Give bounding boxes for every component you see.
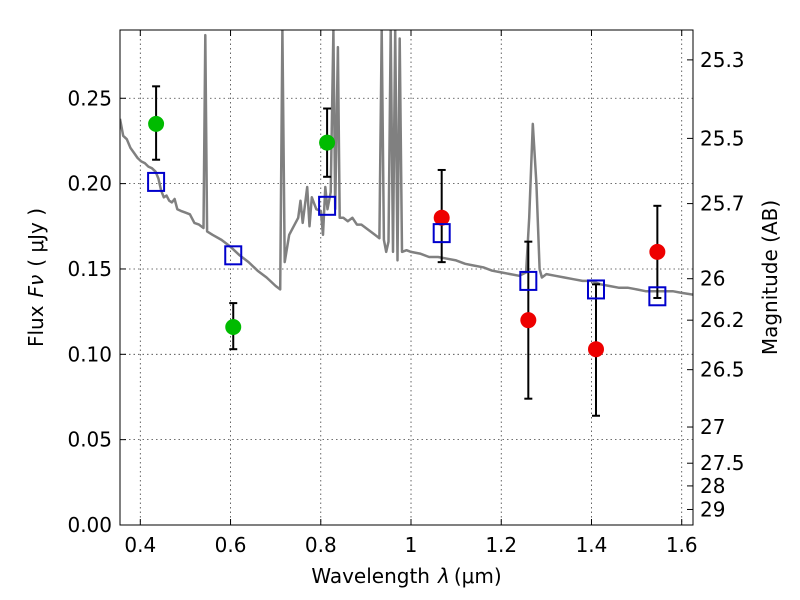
- right-tick-label: 25.3: [700, 48, 745, 72]
- model-square: [318, 195, 337, 216]
- data-point: [148, 115, 165, 132]
- right-tick-label: 28: [700, 474, 725, 498]
- x-tick-label: 0.4: [124, 533, 156, 557]
- model-square: [224, 245, 243, 266]
- x-tick-label: 0.6: [215, 533, 247, 557]
- x-axis-label: Wavelength λ (μm): [311, 564, 501, 588]
- plot-frame: [119, 29, 694, 526]
- right-tick-label: 29: [700, 497, 725, 521]
- right-tick-label: 27: [700, 415, 725, 439]
- sed-line: [120, 30, 693, 296]
- y-axis-label: FluxFν( μJy ): [24, 208, 48, 347]
- data-point: [587, 341, 604, 358]
- right-axis-label: Magnitude (AB): [758, 200, 782, 355]
- data-point: [319, 134, 336, 151]
- x-tick-label: 1.2: [485, 533, 517, 557]
- data-point: [649, 243, 666, 260]
- model-square: [519, 270, 538, 291]
- y-tick-label: 0.00: [67, 513, 112, 537]
- x-tick-label: 1.6: [666, 533, 698, 557]
- y-tick-label: 0.05: [67, 428, 112, 452]
- model-square: [648, 286, 667, 307]
- right-tick-label: 27.5: [700, 451, 745, 475]
- data-point: [225, 319, 242, 335]
- x-tick-label: 1.4: [576, 533, 608, 557]
- x-tick-label: 1: [405, 533, 418, 557]
- model-square: [147, 171, 166, 192]
- data-point: [520, 312, 537, 329]
- model-square: [432, 223, 451, 244]
- data-point: [433, 209, 450, 226]
- right-tick-label: 25.5: [700, 126, 745, 150]
- y-tick-label: 0.10: [67, 342, 112, 366]
- y-tick-label: 0.25: [67, 86, 112, 110]
- right-tick-label: 26.2: [700, 308, 745, 332]
- right-tick-label: 25.7: [700, 192, 745, 216]
- y-tick-label: 0.15: [67, 257, 112, 281]
- y-tick-label: 0.20: [67, 172, 112, 196]
- model-square: [586, 279, 605, 300]
- right-tick-label: 26.5: [700, 358, 745, 382]
- right-tick-label: 26: [700, 267, 725, 291]
- plot-area: [120, 30, 693, 417]
- axis-ticks: 0.4 0.6 0.8 1 1.2 1.4 1.6 0.00 0.05 0.10 0.15 0.20 0…: [67, 30, 745, 557]
- x-tick-label: 0.8: [305, 533, 337, 557]
